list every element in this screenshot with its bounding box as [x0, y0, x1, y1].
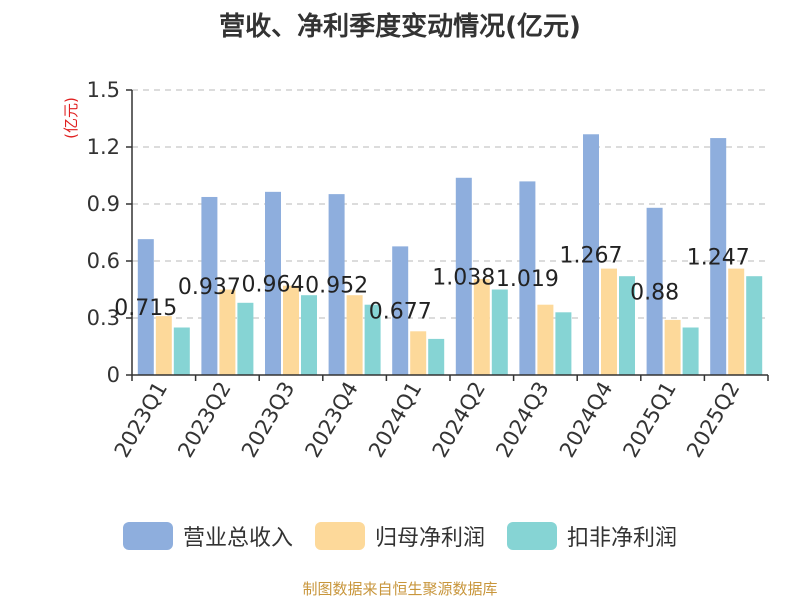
x-tick-label: 2024Q3 [491, 378, 553, 462]
legend-label: 营业总收入 [182, 526, 293, 551]
x-tick-label: 2023Q4 [300, 378, 362, 462]
y-tick-label: 0.3 [87, 306, 120, 330]
bar-归母净利润-2024Q1 [410, 331, 427, 375]
legend-item[interactable]: 归母净利润 [314, 520, 485, 552]
legend-label: 归母净利润 [374, 526, 485, 551]
y-axis-label: (亿元) [62, 97, 80, 139]
bar-归母净利润-2024Q4 [601, 268, 617, 375]
bar-营业总收入-2024Q4 [583, 134, 599, 375]
bar-归母净利润-2023Q2 [219, 289, 236, 375]
bar-营业总收入-2025Q1 [646, 207, 663, 375]
x-tick-label: 2023Q2 [173, 378, 235, 462]
data-label: 0.952 [305, 274, 368, 299]
bar-营业总收入-2024Q2 [455, 177, 472, 375]
bar-营业总收入-2023Q2 [201, 196, 218, 375]
bar-营业总收入-2023Q3 [265, 191, 281, 375]
legend-item[interactable]: 扣非净利润 [507, 520, 677, 552]
legend-swatch [314, 522, 365, 550]
bars [137, 134, 763, 375]
x-tick-label: 2024Q1 [364, 378, 426, 462]
x-tick-label: 2025Q1 [618, 378, 680, 462]
bar-扣非净利润-2023Q1 [173, 327, 190, 375]
bar-营业总收入-2024Q1 [392, 246, 409, 375]
bar-扣非净利润-2024Q2 [491, 289, 508, 375]
y-tick-label: 1.5 [87, 78, 120, 102]
x-tick-label: 2024Q2 [428, 378, 490, 462]
data-label: 1.038 [432, 265, 495, 290]
x-tick-label: 2023Q1 [110, 378, 172, 462]
y-tick-label: 1.2 [87, 135, 120, 159]
data-label: 1.019 [496, 267, 559, 292]
y-tick-label: 0 [107, 363, 120, 387]
data-label: 0.677 [369, 300, 432, 325]
bar-归母净利润-2025Q2 [728, 268, 745, 375]
bar-营业总收入-2025Q2 [710, 138, 727, 375]
y-tick-label: 0.9 [87, 192, 120, 216]
bar-归母净利润-2024Q2 [473, 279, 490, 375]
bar-归母净利润-2025Q1 [664, 319, 681, 375]
data-label: 0.88 [630, 280, 679, 305]
bar-营业总收入-2024Q3 [519, 181, 536, 375]
bar-归母净利润-2024Q3 [537, 304, 554, 375]
bar-扣非净利润-2025Q1 [682, 327, 699, 375]
bar-扣非净利润-2025Q2 [746, 276, 763, 375]
bar-扣非净利润-2023Q2 [237, 302, 254, 375]
data-label: 0.715 [114, 296, 177, 321]
legend-swatch [507, 522, 557, 550]
legend-swatch [122, 522, 173, 550]
x-tick-label: 2025Q2 [682, 378, 744, 462]
data-label: 1.247 [687, 246, 750, 271]
bar-归母净利润-2023Q1 [155, 316, 172, 375]
data-label: 0.964 [242, 272, 305, 297]
bar-扣非净利润-2023Q3 [301, 295, 317, 375]
bar-归母净利润-2023Q4 [346, 295, 363, 375]
data-source-note: 制图数据来自恒生聚源数据库 [302, 580, 498, 598]
bar-营业总收入-2023Q1 [137, 239, 154, 375]
bar-扣非净利润-2024Q1 [428, 338, 445, 375]
axes: 0 0.3 0.6 0.9 1.2 1.5 2023Q1 2023Q2 2023Q3 2023Q4… [87, 78, 769, 462]
x-tick-label: 2023Q3 [237, 378, 299, 462]
legend-item[interactable]: 营业总收入 [122, 520, 293, 552]
y-tick-label: 0.6 [87, 249, 120, 273]
bar-营业总收入-2023Q4 [328, 194, 345, 375]
bar-扣非净利润-2023Q4 [364, 304, 381, 375]
data-label: 1.267 [560, 244, 623, 269]
data-label: 0.937 [178, 275, 241, 300]
bar-归母净利润-2023Q3 [283, 285, 299, 375]
bar-扣非净利润-2024Q4 [619, 276, 635, 375]
chart-title: 营收、净利季度变动情况(亿元) [219, 12, 581, 42]
legend-label: 扣非净利润 [567, 526, 678, 551]
x-tick-label: 2024Q4 [555, 378, 617, 462]
bar-扣非净利润-2024Q3 [555, 312, 572, 375]
legend: 营业总收入 归母净利润 扣非净利润 [0, 520, 800, 552]
